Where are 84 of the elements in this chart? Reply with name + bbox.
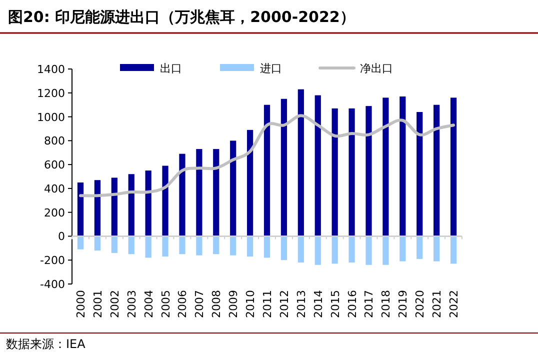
- y-tick-label: -400: [40, 278, 65, 291]
- bar: [280, 98, 288, 236]
- y-tick-label: 1200: [37, 86, 65, 100]
- y-tick-label: 0: [58, 230, 65, 244]
- bar: [382, 236, 389, 265]
- x-tick-label: 2011: [261, 290, 274, 318]
- source-note: 数据来源：IEA: [6, 337, 86, 351]
- bar: [111, 178, 118, 236]
- bar: [298, 236, 304, 262]
- y-tick-label: 1000: [37, 110, 65, 124]
- y-tick-label: 200: [44, 206, 65, 220]
- bar: [145, 236, 152, 258]
- bar: [416, 236, 423, 259]
- x-tick-label: 2012: [278, 290, 291, 318]
- legend-label: 进口: [260, 62, 282, 75]
- bar: [162, 166, 168, 236]
- bar: [434, 236, 440, 262]
- x-tick-label: 2004: [142, 290, 156, 318]
- y-tick-label: 1400: [37, 63, 65, 76]
- bar: [298, 89, 304, 236]
- bar: [366, 236, 372, 265]
- x-tick-label: 2000: [74, 290, 88, 318]
- x-tick-label: 2018: [380, 290, 393, 318]
- legend-label: 出口: [160, 62, 182, 75]
- bar: [246, 236, 254, 257]
- bar: [450, 98, 457, 236]
- x-tick-label: 2010: [244, 290, 258, 318]
- x-tick-label: 2020: [414, 290, 427, 318]
- x-tick-label: 2005: [159, 290, 172, 318]
- x-tick-label: 2002: [108, 290, 122, 318]
- bar: [246, 130, 254, 236]
- bar: [348, 108, 355, 236]
- bar: [111, 236, 118, 253]
- bar: [264, 104, 270, 236]
- bar: [128, 236, 134, 254]
- x-tick-label: 2022: [448, 290, 461, 318]
- bar: [196, 236, 202, 256]
- bar: [162, 236, 168, 257]
- bar: [280, 236, 288, 260]
- x-tick-label: 2017: [362, 290, 376, 318]
- bar: [434, 104, 440, 236]
- bar: [314, 236, 321, 265]
- bar: [179, 154, 186, 236]
- bar: [400, 236, 406, 262]
- bar: [314, 95, 321, 236]
- x-tick-label: 2016: [346, 290, 359, 318]
- bar: [348, 236, 355, 262]
- bar: [400, 96, 406, 236]
- x-tick-label: 2007: [193, 290, 206, 318]
- bar: [77, 236, 84, 250]
- y-tick-label: 600: [44, 158, 65, 172]
- chart-title: 图20: 印尼能源进出口（万兆焦耳，2000-2022）: [8, 8, 355, 26]
- bar: [450, 236, 457, 264]
- bar: [213, 236, 220, 254]
- x-tick-label: 2009: [227, 290, 240, 318]
- bar: [382, 98, 389, 236]
- bar: [332, 108, 338, 236]
- bar: [94, 236, 100, 251]
- bar: [264, 236, 270, 258]
- bar: [128, 174, 134, 236]
- bar: [230, 236, 236, 256]
- bar: [145, 170, 152, 236]
- legend-label: 净出口: [360, 62, 393, 75]
- y-tick-label: -200: [40, 254, 65, 268]
- x-tick-label: 2019: [396, 290, 410, 318]
- bar: [213, 149, 220, 236]
- x-tick-label: 2015: [328, 290, 342, 318]
- bar: [179, 236, 186, 254]
- bar: [94, 180, 100, 236]
- bar: [332, 236, 338, 264]
- x-tick-label: 2013: [294, 290, 308, 318]
- y-tick-label: 800: [44, 134, 65, 148]
- bar: [416, 112, 423, 236]
- x-tick-label: 2014: [312, 290, 325, 318]
- bar: [77, 182, 84, 236]
- x-tick-label: 2001: [91, 290, 104, 318]
- y-tick-label: 400: [44, 182, 65, 196]
- x-tick-label: 2006: [176, 290, 190, 318]
- x-tick-label: 2008: [210, 290, 224, 318]
- x-tick-label: 2021: [430, 290, 444, 318]
- bar: [366, 106, 372, 236]
- x-tick-label: 2003: [125, 290, 138, 318]
- bar: [230, 140, 236, 236]
- bar: [196, 149, 202, 236]
